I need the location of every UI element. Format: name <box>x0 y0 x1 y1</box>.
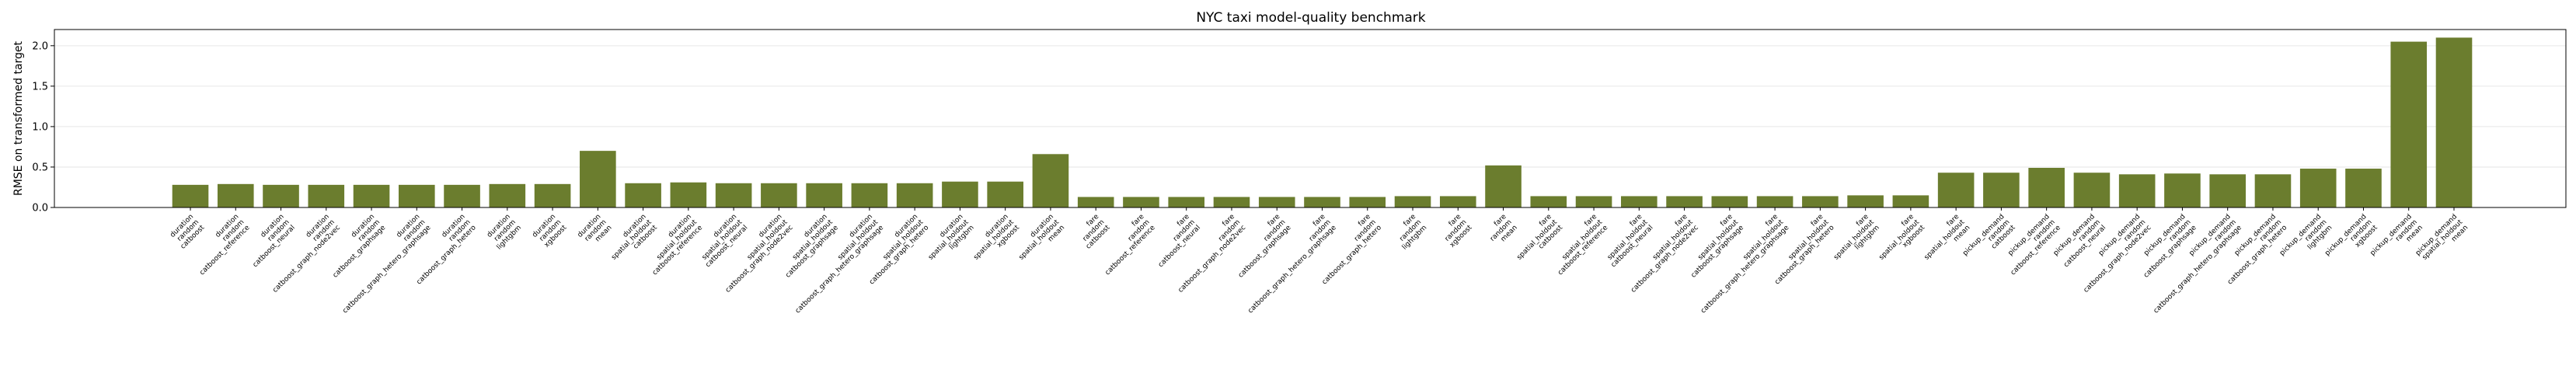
bar <box>1530 196 1567 207</box>
x-tick-label: pickup_demandrandomxgboost <box>2323 213 2379 269</box>
bar <box>1304 197 1340 207</box>
x-tick-label: farespatial_holdoutxgboost <box>1872 213 1926 267</box>
bar <box>896 183 933 207</box>
x-tick-label: durationspatial_holdoutcatboost_neural <box>693 213 750 270</box>
bar <box>1621 196 1657 207</box>
bar <box>1802 196 1839 207</box>
x-tick-label: farerandomxgboost <box>1438 213 1474 249</box>
y-axis-label: RMSE on transformed target <box>12 40 25 196</box>
bar <box>1937 173 1975 207</box>
bar <box>217 183 254 207</box>
bar <box>942 181 978 207</box>
bar <box>2254 174 2292 207</box>
x-tick-label: farespatial_holdoutlightgbm <box>1827 213 1881 267</box>
bar <box>534 183 571 207</box>
bar <box>489 183 526 207</box>
bar <box>1258 197 1295 207</box>
x-axis: durationrandomcatboost durationrandomcatb… <box>169 207 2470 315</box>
plot-frame <box>54 29 2567 208</box>
x-tick-label: pickup_demandspatial_holdoutmean <box>2414 213 2470 269</box>
bar <box>2073 173 2111 207</box>
bar <box>715 183 752 207</box>
x-tick-label: durationspatial_holdoutlightgbm <box>922 213 976 267</box>
x-tick-label: durationrandommean <box>577 213 614 250</box>
bar <box>398 184 435 207</box>
bar <box>670 182 707 207</box>
x-tick-label: farerandommean <box>1483 213 1519 249</box>
bar <box>851 183 888 207</box>
bar <box>1847 195 1884 207</box>
bar <box>2209 174 2247 207</box>
y-tick-label: 1.0 <box>32 121 48 133</box>
x-tick-label: farerandomcatboost_neural <box>1146 213 1203 270</box>
bar <box>1439 196 1476 207</box>
x-tick-label-line: catboost_reference <box>1104 224 1157 277</box>
bars <box>172 37 2473 208</box>
x-tick-label: durationspatial_holdoutxgboost <box>967 213 1021 267</box>
bar <box>444 184 480 207</box>
bar <box>1349 197 1386 207</box>
bar <box>580 151 616 207</box>
y-axis: 0.0 0.5 1.0 1.5 2.0 <box>32 40 54 214</box>
x-tick-label-line: catboost_graph_hetero_graphsage <box>1699 224 1791 315</box>
x-tick-label: pickup_demandrandomcatboost <box>1961 213 2017 269</box>
x-tick-label: pickup_demandrandomcatboost_neural <box>2051 213 2107 269</box>
chart-title: NYC taxi model-quality benchmark <box>1196 10 1425 26</box>
bar <box>1077 197 1114 207</box>
bar <box>2028 167 2065 207</box>
bar <box>1892 195 1929 207</box>
x-tick-label: durationrandomcatboost <box>169 213 207 251</box>
bar <box>1032 154 1069 207</box>
x-tick-label: pickup_demandrandomlightgbm <box>2278 213 2334 268</box>
bar <box>353 184 390 207</box>
bar <box>761 183 797 207</box>
bar <box>172 184 209 207</box>
bar <box>1756 196 1793 207</box>
y-tick-label: 0.0 <box>32 203 48 214</box>
x-tick-label: durationspatial_holdoutmean <box>1012 213 1066 267</box>
bar <box>2345 169 2382 207</box>
bar <box>2118 174 2156 207</box>
bar <box>2435 37 2473 208</box>
x-tick-label: durationspatial_holdoutcatboost <box>605 213 659 267</box>
x-tick-label: durationrandomxgboost <box>531 213 568 250</box>
y-tick-label: 0.5 <box>32 162 48 173</box>
bar <box>1666 196 1703 207</box>
bar <box>1168 197 1205 207</box>
x-tick-label: durationrandomlightgbm <box>484 213 523 252</box>
x-tick-label: durationrandomcatboost_neural <box>241 213 297 269</box>
bar <box>1394 196 1431 207</box>
x-tick-label: farespatial_holdoutcatboost_neural <box>1598 213 1655 270</box>
bar <box>1711 196 1748 207</box>
x-tick-label-line: catboost_graph_hetero_graphsage <box>1246 224 1338 315</box>
bar <box>1123 197 1159 207</box>
x-tick-label: farespatial_holdoutcatboost <box>1510 213 1564 267</box>
bar <box>1485 165 1522 207</box>
x-tick-label: farerandomlightgbm <box>1390 213 1429 252</box>
y-tick-label: 1.5 <box>32 81 48 92</box>
bar <box>308 184 345 207</box>
bar <box>806 183 842 207</box>
x-tick-label: farespatial_holdoutmean <box>1918 213 1972 267</box>
bar <box>1983 173 2020 207</box>
x-tick-label: farerandomcatboost <box>1074 213 1112 251</box>
bar <box>2390 41 2428 208</box>
bar <box>263 184 299 207</box>
bar <box>2164 173 2201 207</box>
bar <box>1213 197 1250 207</box>
x-tick-label-line: catboost_reference <box>1556 224 1609 277</box>
y-tick-label: 2.0 <box>32 40 48 52</box>
x-tick-label: pickup_demandrandommean <box>2369 213 2424 268</box>
bar <box>987 181 1023 207</box>
bar <box>2299 169 2337 207</box>
bar <box>625 183 661 207</box>
bar <box>1575 196 1612 207</box>
